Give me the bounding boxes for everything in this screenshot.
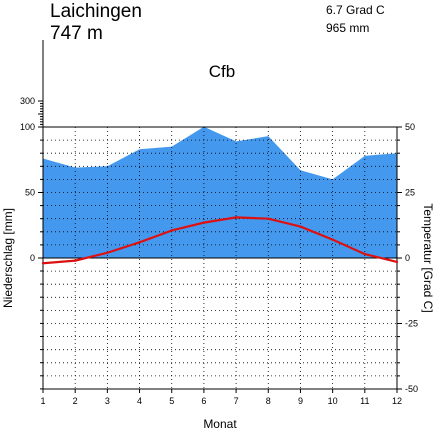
x-tick-label: 4 xyxy=(137,396,142,406)
right-tick-label: 25 xyxy=(405,188,415,198)
x-tick-label: 7 xyxy=(234,396,239,406)
x-tick-label: 2 xyxy=(73,396,78,406)
temperature-point xyxy=(267,217,270,220)
left-tick-label: 50 xyxy=(25,188,35,198)
station-name: Laichingen xyxy=(50,1,142,22)
x-tick-label: 6 xyxy=(201,396,206,406)
x-axis-title: Monat xyxy=(203,417,237,430)
temperature-point xyxy=(395,260,399,264)
x-tick-label: 10 xyxy=(328,396,338,406)
koppen-class: Cfb xyxy=(209,62,235,81)
right-axis-title: Temperatur [Grad C] xyxy=(421,203,435,312)
right-tick-label: 0 xyxy=(405,253,410,263)
left-tick-label: 0 xyxy=(30,253,35,263)
x-tick-label: 12 xyxy=(392,396,402,406)
temperature-point xyxy=(202,221,206,224)
right-tick-label: -25 xyxy=(405,319,418,329)
temperature-point xyxy=(299,225,302,228)
station-elevation: 747 m xyxy=(50,23,103,44)
x-tick-label: 5 xyxy=(169,396,174,406)
annual-precipitation: 965 mm xyxy=(326,21,369,35)
x-tick-label: 3 xyxy=(105,396,110,406)
left-axis-title: Niederschlag [mm] xyxy=(1,208,15,308)
temperature-point xyxy=(106,251,109,254)
temperature-point xyxy=(138,241,141,244)
temperature-line xyxy=(42,216,398,265)
temperature-point xyxy=(331,238,334,241)
left-tick-label: 300 xyxy=(20,96,35,106)
x-tick-label: 1 xyxy=(40,396,45,406)
left-tick-label: 100 xyxy=(20,122,35,132)
temperature-point xyxy=(170,229,173,232)
x-tick-label: 11 xyxy=(360,396,369,406)
x-tick-label: 9 xyxy=(298,396,303,406)
x-tick-label: 8 xyxy=(266,396,271,406)
right-tick-label: -50 xyxy=(405,384,418,394)
temperature-point xyxy=(41,262,45,265)
mean-temperature: 6.7 Grad C xyxy=(326,3,385,17)
temperature-point xyxy=(363,252,367,256)
temperature-point xyxy=(234,216,238,219)
right-tick-label: 50 xyxy=(405,122,415,132)
temperature-point xyxy=(73,259,77,262)
